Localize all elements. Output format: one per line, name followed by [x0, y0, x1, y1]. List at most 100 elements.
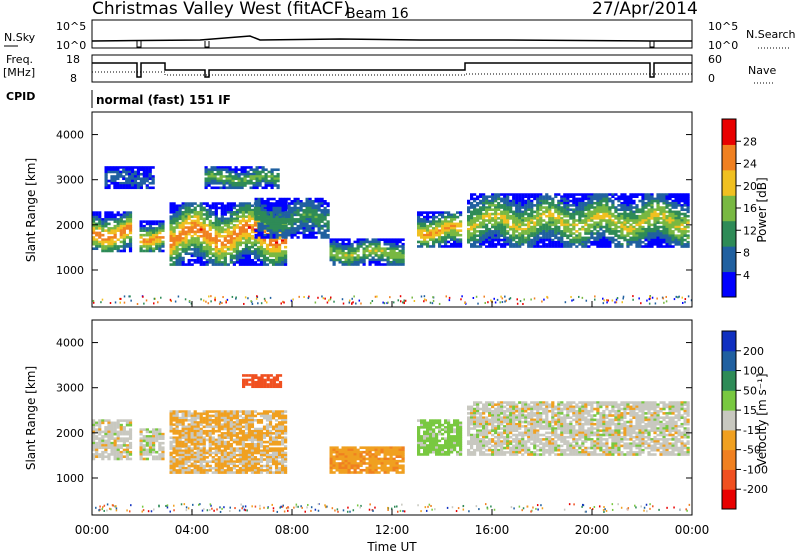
echo-cell: [470, 225, 474, 229]
echo-cell: [314, 222, 318, 226]
echo-cell: [252, 175, 256, 178]
echo-cell: [629, 214, 633, 218]
echo-cell: [536, 201, 540, 205]
echo-cell: [178, 254, 182, 258]
echo-cell: [172, 456, 176, 459]
echo-cell: [116, 224, 120, 228]
echo-cell: [101, 419, 105, 422]
echo-cell: [506, 223, 510, 227]
echo-cell: [205, 213, 209, 216]
echo-cell: [683, 243, 687, 246]
echo-cell: [283, 239, 288, 242]
echo-cell: [584, 217, 588, 220]
echo-cell: [641, 221, 645, 225]
echo-cell: [193, 421, 197, 424]
echo-cell: [229, 429, 233, 433]
echo-cell: [119, 245, 123, 248]
echo-cell: [187, 429, 191, 433]
echo-cell: [515, 230, 519, 233]
echo-cell: [668, 240, 672, 244]
echo-cell: [269, 204, 273, 208]
echo-cell: [512, 195, 516, 199]
echo-cell: [459, 220, 463, 223]
echo-cell: [247, 250, 252, 253]
echo-cell: [202, 208, 206, 212]
echo-cell: [662, 232, 666, 235]
echo-cell: [238, 237, 242, 240]
echo-cell: [560, 238, 564, 242]
speckle-cell: [283, 301, 285, 304]
echo-cell: [193, 241, 197, 245]
echo-cell: [211, 471, 215, 474]
echo-cell: [441, 222, 445, 226]
echo-cell: [113, 439, 117, 443]
echo-cell: [214, 239, 218, 242]
echo-cell: [158, 430, 162, 434]
echo-cell: [172, 466, 176, 470]
echo-cell: [110, 444, 114, 447]
echo-cell: [611, 230, 615, 233]
echo-cell: [250, 204, 255, 208]
echo-cell: [169, 442, 173, 446]
echo-cell: [447, 227, 451, 230]
echo-cell: [228, 172, 232, 176]
echo-cell: [187, 263, 191, 266]
echo-cell: [113, 457, 117, 461]
echo-cell: [196, 451, 200, 455]
echo-cell: [104, 240, 108, 244]
echo-cell: [190, 438, 194, 442]
echo-cell: [202, 226, 206, 229]
echo-cell: [515, 236, 519, 240]
echo-cell: [280, 256, 285, 260]
echo-cell: [275, 236, 279, 239]
echo-cell: [635, 206, 639, 209]
echo-cell: [680, 234, 684, 238]
echo-cell: [476, 223, 480, 227]
echo-cell: [323, 229, 327, 232]
echo-cell: [276, 179, 280, 183]
echo-cell: [202, 436, 206, 440]
echo-cell: [420, 218, 424, 221]
echo-cell: [515, 208, 519, 212]
echo-cell: [338, 249, 342, 253]
speckle-cell: [646, 299, 648, 302]
echo-cell: [178, 436, 182, 440]
echo-cell: [377, 240, 381, 244]
echo-cell: [590, 225, 594, 229]
echo-cell: [283, 256, 288, 260]
echo-cell: [175, 414, 179, 418]
nave-tick-top: 60: [708, 53, 722, 66]
echo-cell: [491, 245, 495, 248]
echo-cell: [392, 242, 396, 246]
echo-cell: [491, 204, 495, 207]
echo-cell: [515, 217, 519, 220]
echo-cell: [305, 209, 309, 212]
echo-cell: [190, 464, 194, 468]
echo-cell: [161, 435, 165, 438]
echo-cell: [202, 234, 206, 238]
echo-cell: [305, 206, 309, 210]
echo-cell: [554, 236, 558, 240]
echo-cell: [635, 214, 639, 218]
echo-cell: [368, 242, 372, 246]
echo-cell: [506, 199, 510, 203]
echo-cell: [632, 236, 636, 240]
echo-cell: [473, 230, 477, 233]
echo-cell: [277, 250, 282, 253]
echo-cell: [671, 217, 675, 220]
echo-cell: [518, 214, 522, 218]
echo-cell: [602, 199, 606, 203]
echo-cell: [178, 423, 182, 426]
echo-cell: [226, 451, 230, 455]
echo-cell: [539, 236, 543, 240]
echo-cell: [320, 224, 324, 228]
echo-cell: [226, 466, 230, 470]
echo-cell: [229, 438, 233, 442]
echo-cell: [572, 225, 576, 229]
echo-cell: [116, 229, 120, 232]
echo-cell: [98, 444, 102, 447]
echo-cell: [494, 217, 498, 220]
echo-cell: [326, 202, 330, 205]
echo-cell: [551, 223, 555, 227]
echo-cell: [265, 208, 270, 212]
